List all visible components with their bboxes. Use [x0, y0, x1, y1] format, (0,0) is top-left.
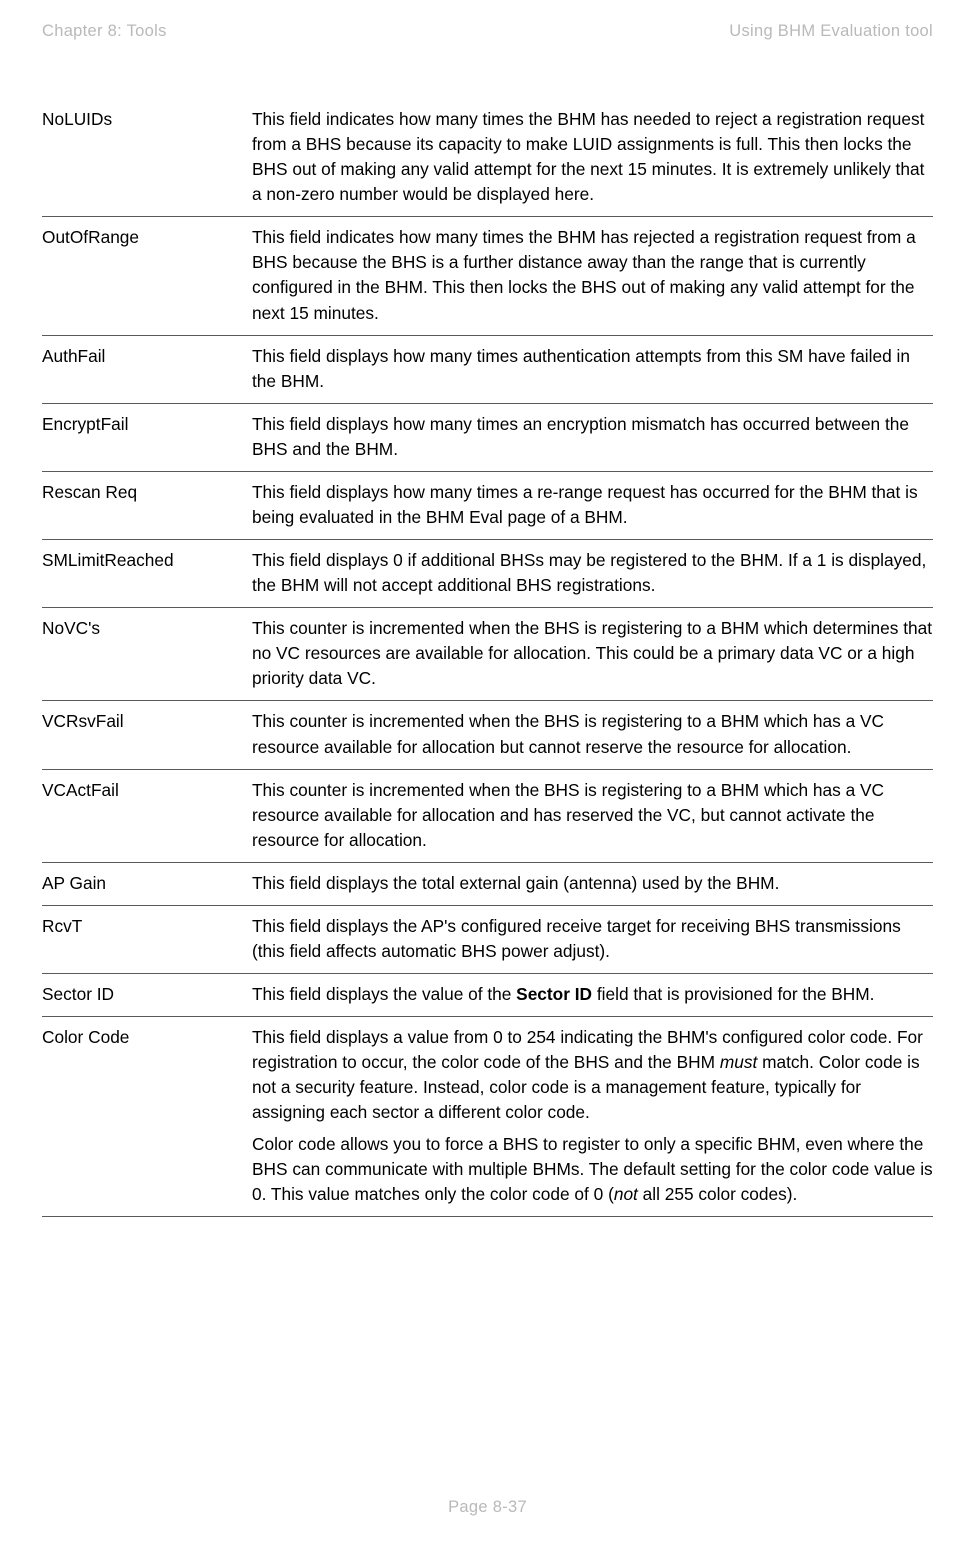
- definitions-tbody: NoLUIDsThis field indicates how many tim…: [42, 99, 933, 1216]
- table-row: Sector IDThis field displays the value o…: [42, 974, 933, 1017]
- page-footer: Page 8-37: [0, 1498, 975, 1517]
- description-paragraph: This counter is incremented when the BHS…: [252, 709, 933, 759]
- term-cell: Sector ID: [42, 974, 252, 1017]
- term-cell: AP Gain: [42, 862, 252, 905]
- definitions-table: NoLUIDsThis field indicates how many tim…: [42, 99, 933, 1217]
- table-row: NoLUIDsThis field indicates how many tim…: [42, 99, 933, 217]
- description-paragraph: This field displays 0 if additional BHSs…: [252, 548, 933, 598]
- description-cell: This counter is incremented when the BHS…: [252, 769, 933, 862]
- page-number: Page 8-37: [448, 1498, 527, 1516]
- term-cell: VCActFail: [42, 769, 252, 862]
- table-row: AuthFailThis field displays how many tim…: [42, 335, 933, 403]
- description-cell: This field displays how many times an en…: [252, 403, 933, 471]
- description-cell: This field indicates how many times the …: [252, 99, 933, 217]
- description-paragraph: This field indicates how many times the …: [252, 107, 933, 207]
- term-cell: VCRsvFail: [42, 701, 252, 769]
- description-cell: This field displays a value from 0 to 25…: [252, 1017, 933, 1217]
- page-header: Chapter 8: Tools Using BHM Evaluation to…: [42, 22, 933, 41]
- table-row: AP GainThis field displays the total ext…: [42, 862, 933, 905]
- table-row: Color CodeThis field displays a value fr…: [42, 1017, 933, 1217]
- description-cell: This counter is incremented when the BHS…: [252, 608, 933, 701]
- description-paragraph: This field displays how many times authe…: [252, 344, 933, 394]
- term-cell: NoVC's: [42, 608, 252, 701]
- description-paragraph: This field displays the value of the Sec…: [252, 982, 933, 1007]
- description-paragraph: This field displays how many times an en…: [252, 412, 933, 462]
- term-cell: OutOfRange: [42, 217, 252, 335]
- description-cell: This field displays the AP's configured …: [252, 905, 933, 973]
- term-cell: Rescan Req: [42, 471, 252, 539]
- description-paragraph: Color code allows you to force a BHS to …: [252, 1132, 933, 1207]
- description-paragraph: This counter is incremented when the BHS…: [252, 778, 933, 853]
- description-paragraph: This field indicates how many times the …: [252, 225, 933, 325]
- description-paragraph: This field displays how many times a re-…: [252, 480, 933, 530]
- term-cell: SMLimitReached: [42, 540, 252, 608]
- table-row: RcvTThis field displays the AP's configu…: [42, 905, 933, 973]
- description-cell: This field displays the value of the Sec…: [252, 974, 933, 1017]
- table-row: VCRsvFailThis counter is incremented whe…: [42, 701, 933, 769]
- description-paragraph: This field displays the AP's configured …: [252, 914, 933, 964]
- bold-text: Sector ID: [516, 984, 592, 1004]
- description-cell: This field displays 0 if additional BHSs…: [252, 540, 933, 608]
- description-paragraph: This counter is incremented when the BHS…: [252, 616, 933, 691]
- description-paragraph: This field displays the total external g…: [252, 871, 933, 896]
- description-cell: This field displays the total external g…: [252, 862, 933, 905]
- header-chapter: Chapter 8: Tools: [42, 22, 167, 41]
- term-cell: Color Code: [42, 1017, 252, 1217]
- table-row: NoVC'sThis counter is incremented when t…: [42, 608, 933, 701]
- italic-text: must: [720, 1052, 757, 1072]
- description-cell: This field displays how many times authe…: [252, 335, 933, 403]
- term-cell: EncryptFail: [42, 403, 252, 471]
- term-cell: NoLUIDs: [42, 99, 252, 217]
- description-cell: This counter is incremented when the BHS…: [252, 701, 933, 769]
- description-cell: This field indicates how many times the …: [252, 217, 933, 335]
- header-section: Using BHM Evaluation tool: [729, 22, 933, 41]
- table-row: SMLimitReachedThis field displays 0 if a…: [42, 540, 933, 608]
- description-cell: This field displays how many times a re-…: [252, 471, 933, 539]
- italic-text: not: [614, 1184, 638, 1204]
- term-cell: AuthFail: [42, 335, 252, 403]
- term-cell: RcvT: [42, 905, 252, 973]
- table-row: VCActFailThis counter is incremented whe…: [42, 769, 933, 862]
- description-paragraph: This field displays a value from 0 to 25…: [252, 1025, 933, 1125]
- table-row: Rescan ReqThis field displays how many t…: [42, 471, 933, 539]
- table-row: EncryptFailThis field displays how many …: [42, 403, 933, 471]
- table-row: OutOfRangeThis field indicates how many …: [42, 217, 933, 335]
